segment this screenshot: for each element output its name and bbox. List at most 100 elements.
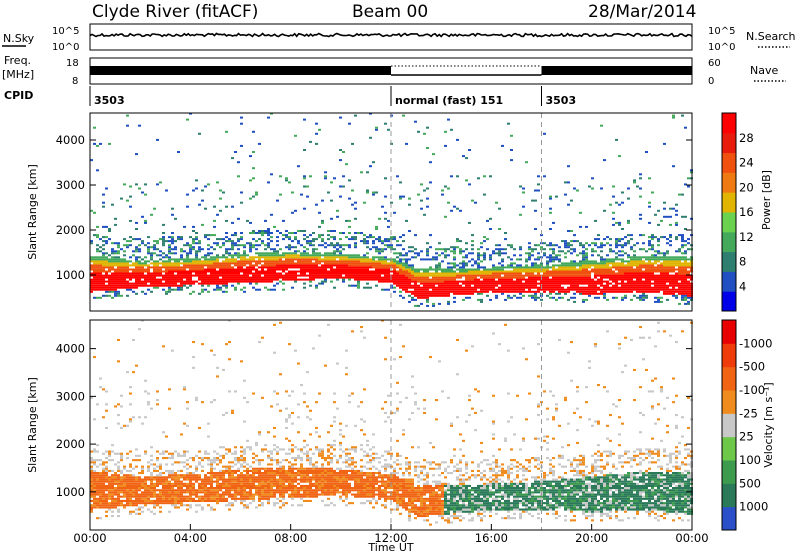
range-cell: [183, 266, 186, 268]
range-cell: [294, 254, 297, 256]
range-cell: [141, 506, 144, 508]
range-cell: [525, 275, 528, 277]
range-cell: [135, 504, 138, 506]
range-cell: [627, 291, 630, 293]
range-cell: [531, 271, 534, 273]
range-cell: [588, 186, 591, 188]
range-cell: [180, 476, 183, 478]
range-cell: [138, 496, 141, 498]
range-cell: [204, 269, 207, 271]
range-cell: [333, 244, 336, 246]
range-cell: [129, 487, 132, 489]
range-cell: [426, 147, 429, 149]
range-cell: [111, 262, 114, 264]
range-cell: [456, 277, 459, 279]
range-cell: [207, 248, 210, 250]
range-cell: [681, 194, 684, 196]
range-cell: [153, 487, 156, 489]
range-cell: [438, 277, 441, 279]
range-cell: [573, 271, 576, 273]
range-cell: [675, 291, 678, 293]
range-cell: [684, 299, 687, 301]
range-cell: [588, 271, 591, 273]
range-cell: [312, 258, 315, 260]
range-cell: [552, 283, 555, 285]
range-cell: [312, 238, 315, 240]
range-cell: [441, 260, 444, 262]
range-cell: [198, 491, 201, 493]
range-cell: [678, 250, 681, 252]
range-cell: [141, 277, 144, 279]
range-cell: [270, 275, 273, 277]
range-cell: [621, 275, 624, 277]
range-cell: [93, 472, 96, 474]
range-cell: [297, 242, 300, 244]
range-cell: [135, 491, 138, 493]
range-cell: [378, 273, 381, 275]
range-cell: [114, 500, 117, 502]
range-cell: [627, 277, 630, 279]
range-cell: [504, 271, 507, 273]
colorbar-swatch: [722, 271, 736, 291]
range-cell: [117, 360, 120, 362]
range-cell: [585, 289, 588, 291]
range-cell: [504, 283, 507, 285]
range-cell: [507, 123, 510, 125]
range-cell: [129, 470, 132, 472]
range-cell: [150, 455, 153, 457]
range-cell: [327, 234, 330, 236]
range-cell: [207, 285, 210, 287]
range-cell: [474, 277, 477, 279]
range-cell: [279, 248, 282, 250]
range-cell: [156, 281, 159, 283]
range-cell: [135, 222, 138, 224]
range-cell: [231, 269, 234, 271]
range-cell: [96, 476, 99, 478]
range-cell: [666, 281, 669, 283]
range-cell: [330, 236, 333, 238]
range-cell: [636, 291, 639, 293]
range-cell: [624, 279, 627, 281]
range-cell: [141, 491, 144, 493]
range-cell: [156, 466, 159, 468]
freq-band-2: [542, 66, 693, 75]
range-cell: [225, 260, 228, 262]
range-cell: [534, 283, 537, 285]
range-cell: [165, 285, 168, 287]
range-cell: [150, 273, 153, 275]
range-cell: [525, 271, 528, 273]
range-cell: [354, 266, 357, 268]
range-cell: [132, 494, 135, 496]
range-cell: [171, 273, 174, 275]
range-cell: [480, 266, 483, 268]
range-cell: [477, 291, 480, 293]
range-cell: [354, 264, 357, 266]
range-cell: [135, 489, 138, 491]
range-cell: [330, 242, 333, 244]
power-ylabel: Slant Range [km]: [26, 164, 39, 260]
range-cell: [336, 256, 339, 258]
range-cell: [144, 275, 147, 277]
range-cell: [522, 291, 525, 293]
range-cell: [111, 242, 114, 244]
range-cell: [393, 271, 396, 273]
range-cell: [102, 491, 105, 493]
range-cell: [165, 256, 168, 258]
range-cell: [192, 242, 195, 244]
range-cell: [474, 271, 477, 273]
range-cell: [558, 291, 561, 293]
range-cell: [222, 277, 225, 279]
range-cell: [150, 285, 153, 287]
range-cell: [105, 242, 108, 244]
y-tick-label: 4000: [56, 133, 85, 147]
range-cell: [528, 271, 531, 273]
range-cell: [669, 256, 672, 258]
range-cell: [648, 256, 651, 258]
range-cell: [228, 254, 231, 256]
range-cell: [438, 248, 441, 250]
range-cell: [657, 264, 660, 266]
range-cell: [237, 281, 240, 283]
range-cell: [633, 244, 636, 246]
range-cell: [96, 279, 99, 281]
range-cell: [357, 260, 360, 262]
